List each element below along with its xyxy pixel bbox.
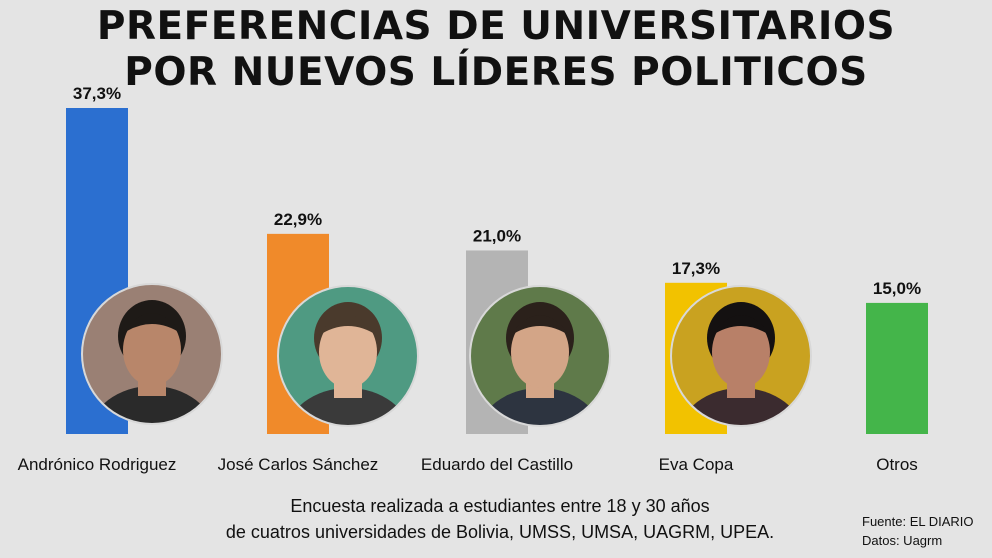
source-line-1: Fuente: EL DIARIO — [862, 514, 974, 529]
value-label-eduardo-del-castillo: 21,0% — [473, 226, 521, 245]
bar-otros — [866, 302, 928, 434]
category-label-otros: Otros — [876, 455, 918, 474]
value-label-jose-carlos-sanchez: 22,9% — [274, 210, 322, 229]
chart-title-line-1: PREFERENCIAS DE UNIVERSITARIOS — [96, 4, 896, 49]
survey-footnote: Encuesta realizada a estudiantes entre 1… — [150, 493, 850, 545]
value-label-eva-copa: 17,3% — [672, 259, 720, 278]
chart-title-line-2: POR NUEVOS LÍDERES POLITICOS — [124, 50, 868, 95]
footnote-line-2: de cuatros universidades de Bolivia, UMS… — [225, 522, 775, 542]
source-credit: Fuente: EL DIARIO Datos: Uagrm — [862, 512, 974, 550]
category-label-jose-carlos-sanchez: José Carlos Sánchez — [218, 455, 379, 474]
chart-title: PREFERENCIAS DE UNIVERSITARIOS POR NUEVO… — [0, 4, 992, 96]
value-label-otros: 15,0% — [873, 279, 921, 298]
photo-jose-carlos-sanchez — [277, 285, 419, 427]
value-label-andronico-rodriguez: 37,3% — [73, 84, 121, 103]
photo-eva-copa — [670, 285, 812, 427]
category-label-andronico-rodriguez: Andrónico Rodriguez — [18, 455, 177, 474]
category-label-eva-copa: Eva Copa — [659, 455, 734, 474]
photo-eduardo-del-castillo — [469, 285, 611, 427]
footnote-line-1: Encuesta realizada a estudiantes entre 1… — [290, 496, 710, 516]
source-line-2: Datos: Uagrm — [862, 533, 943, 548]
category-label-eduardo-del-castillo: Eduardo del Castillo — [421, 455, 573, 474]
photo-andronico-rodriguez — [81, 283, 223, 425]
